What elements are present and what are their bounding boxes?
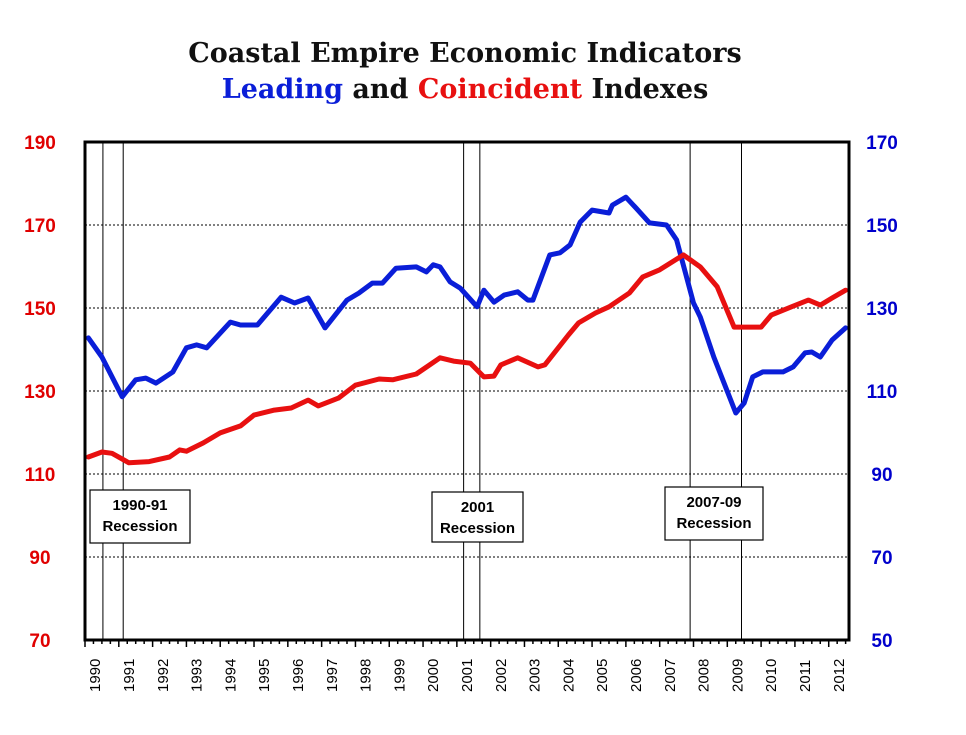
- x-axis-tick-label: 2010: [763, 659, 780, 692]
- x-axis-tick-label: 2008: [696, 659, 713, 692]
- x-axis-tick-label: 2001: [459, 659, 476, 692]
- recession-label: 2001: [461, 499, 494, 516]
- series-line-leading: [85, 194, 849, 416]
- right-axis-tick-label: 130: [866, 299, 898, 320]
- x-axis-tick-label: 1990: [87, 659, 104, 692]
- x-axis-tick-label: 2009: [729, 659, 746, 692]
- x-axis-tick-label: 2004: [560, 659, 577, 692]
- x-axis-tick-label: 2012: [831, 659, 848, 692]
- right-axis-tick-label: 90: [871, 465, 892, 486]
- left-axis-tick-label: 70: [29, 631, 50, 652]
- right-axis-tick-label: 110: [867, 382, 898, 403]
- right-axis-tick-label: 170: [866, 133, 898, 154]
- x-axis-tick-label: 2003: [527, 659, 544, 692]
- recession-label-box: [664, 486, 764, 541]
- x-axis-tick-label: 1995: [256, 659, 273, 692]
- recession-label-box: [431, 491, 524, 543]
- x-axis-tick-label: 1994: [222, 659, 239, 692]
- x-axis-tick-label: 1998: [358, 659, 375, 692]
- x-axis-tick-label: 2000: [425, 659, 442, 692]
- x-axis-tick-label: 1991: [121, 659, 138, 692]
- subtitle-leading: Leading: [221, 74, 344, 105]
- recession-label: 1990-91: [112, 497, 167, 514]
- left-axis-tick-label: 90: [29, 548, 50, 569]
- series-line-coincident: [85, 252, 849, 466]
- x-axis-tick-label: 2011: [797, 660, 814, 692]
- recession-label: Recession: [676, 515, 751, 532]
- x-axis-tick-label: 1999: [391, 659, 408, 692]
- left-axis-tick-label: 110: [25, 465, 56, 486]
- chart-subtitle: Leading and Coincident Indexes: [0, 74, 930, 105]
- left-axis-tick-label: 170: [24, 216, 56, 237]
- right-axis-tick-label: 50: [871, 631, 892, 652]
- x-axis-tick-label: 2002: [493, 659, 510, 692]
- x-axis-tick-label: 1996: [290, 659, 307, 692]
- x-axis-tick-label: 1997: [324, 659, 341, 692]
- subtitle-indexes: Indexes: [591, 74, 709, 105]
- plot-frame: [83, 140, 851, 642]
- recession-label: Recession: [440, 520, 515, 537]
- subtitle-and: and: [352, 74, 409, 105]
- recession-label: 2007-09: [686, 494, 741, 511]
- recession-label-box: [89, 489, 191, 544]
- chart-title: Coastal Empire Economic Indicators: [188, 38, 742, 69]
- recession-label: Recession: [102, 518, 177, 535]
- subtitle-coincident: Coincident: [417, 74, 583, 105]
- right-axis-tick-label: 150: [866, 216, 898, 237]
- x-axis-tick-label: 1992: [155, 659, 172, 692]
- right-axis-tick-label: 70: [871, 548, 892, 569]
- x-axis-tick-label: 2005: [594, 659, 611, 692]
- left-axis-tick-label: 150: [24, 299, 56, 320]
- left-axis-tick-label: 130: [24, 382, 56, 403]
- left-axis-tick-label: 190: [24, 133, 56, 154]
- x-axis-tick-label: 2006: [628, 659, 645, 692]
- x-axis-tick-label: 1993: [189, 659, 206, 692]
- x-axis-tick-label: 2007: [662, 659, 679, 692]
